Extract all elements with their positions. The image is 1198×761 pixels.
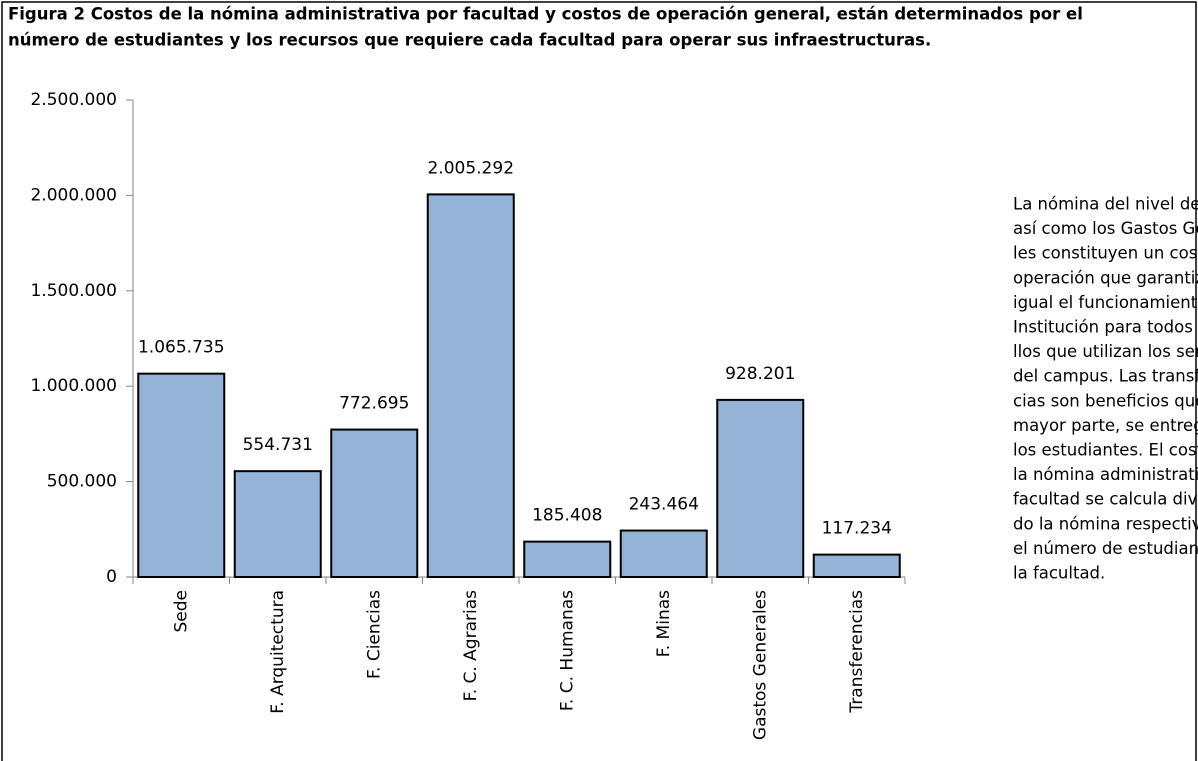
value-label: 1.065.735 <box>138 338 225 358</box>
note-text: Institución para todos aque- <box>1013 318 1198 337</box>
bar <box>233 470 322 578</box>
note-text: llos que utilizan los servicios <box>1013 342 1198 361</box>
bar <box>619 529 708 578</box>
value-label: 117.234 <box>822 519 892 539</box>
value-label: 185.408 <box>532 506 602 526</box>
note-text: facultad se calcula dividien- <box>1013 490 1198 509</box>
y-tick-label: 2.500.000 <box>30 90 117 110</box>
note-text: cias son beneficios que en su <box>1013 391 1198 410</box>
x-tick-label: F. Arquitectura <box>268 590 288 714</box>
y-tick-label: 1.000.000 <box>30 376 117 396</box>
bar <box>330 428 419 578</box>
value-label: 928.201 <box>725 364 795 384</box>
y-tick-label: 0 <box>106 567 117 587</box>
note-text: así como los Gastos Genera- <box>1013 219 1198 238</box>
bar <box>426 193 515 578</box>
x-tick-label: F. Minas <box>654 590 674 657</box>
x-tick-label: F. C. Agrarias <box>461 590 481 701</box>
x-tick-label: Sede <box>171 590 191 633</box>
note-text: la facultad. <box>1013 564 1105 583</box>
note-text: les constituyen un costo de <box>1013 244 1198 263</box>
x-tick-label: F. C. Humanas <box>557 590 577 711</box>
value-label: 2.005.292 <box>427 158 514 178</box>
note-text: mayor parte, se entregan a <box>1013 416 1198 435</box>
value-label: 243.464 <box>629 495 699 515</box>
x-tick-label: Transferencias <box>847 590 867 714</box>
value-label: 554.731 <box>243 435 313 455</box>
y-tick-label: 2.000.000 <box>30 185 117 205</box>
note-text: el número de estudiantes de <box>1013 539 1198 558</box>
x-tick-label: F. Ciencias <box>364 590 384 679</box>
bar <box>523 540 612 578</box>
note-text: los estudiantes. El costo de <box>1013 441 1198 460</box>
note-text: do la nómina respectiva por <box>1013 514 1198 533</box>
note-text: la nómina administrativa por <box>1013 465 1198 484</box>
bar <box>716 398 805 579</box>
chart-title: Figura 2 Costos de la nómina administrat… <box>8 5 1083 24</box>
note-text: del campus. Las transferen- <box>1013 367 1198 386</box>
y-tick-label: 1.500.000 <box>30 281 117 301</box>
bar <box>137 372 226 579</box>
y-tick-label: 500.000 <box>47 472 117 492</box>
x-tick-label: Gastos Generales <box>750 590 770 740</box>
note-text: operación que garantiza por <box>1013 268 1198 287</box>
note-text: igual el funcionamiento de la <box>1013 293 1198 312</box>
note-text: La nómina del nivel de Sede <box>1013 195 1198 214</box>
bar <box>812 553 901 579</box>
value-label: 772.695 <box>339 394 409 414</box>
chart-title: número de estudiantes y los recursos que… <box>8 31 931 50</box>
